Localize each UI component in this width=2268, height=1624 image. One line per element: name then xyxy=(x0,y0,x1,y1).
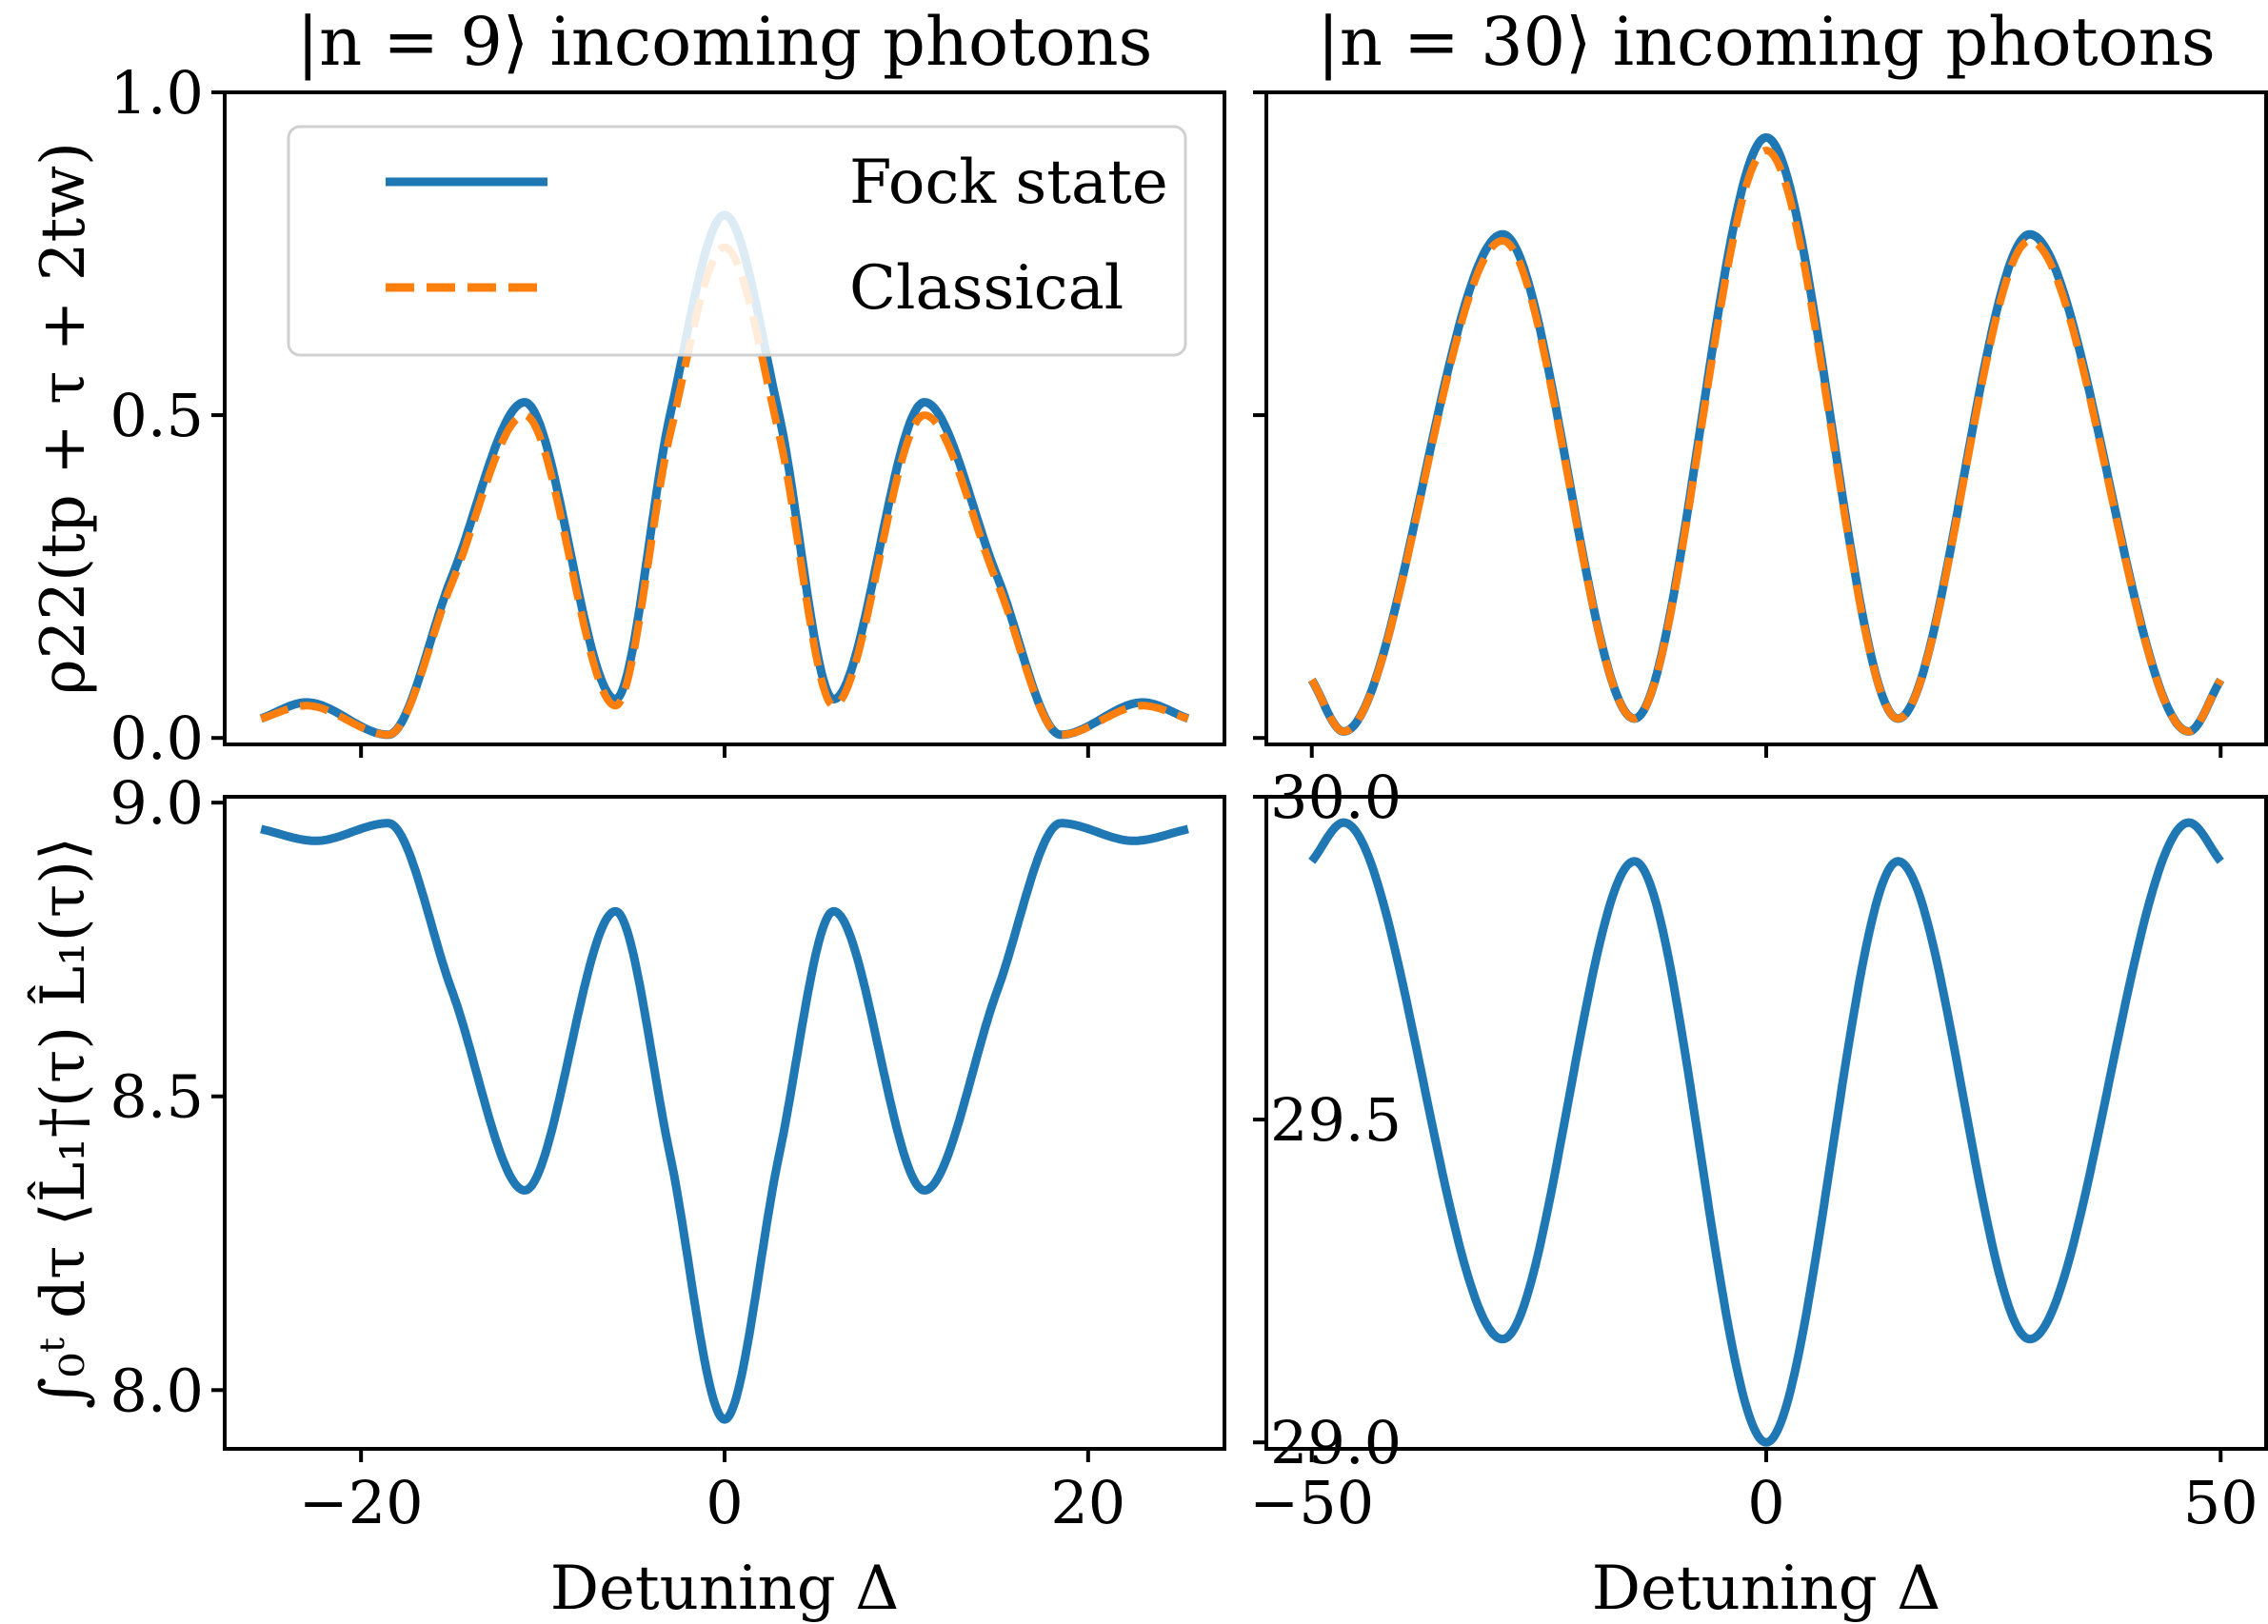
y-tick-label: 1.0 xyxy=(109,58,204,128)
panel-bottom-right: 29.0 29.5 30.0 −50 0 50 Detuning Δ xyxy=(1249,762,2268,1624)
series-line-classical xyxy=(1308,147,2224,736)
series-line-fock-state xyxy=(258,819,1191,1424)
x-axis-label: Detuning Δ xyxy=(550,1554,900,1624)
legend-entry-label: Classical xyxy=(849,253,1124,324)
axes-frame xyxy=(1264,795,2268,1451)
y-tick-label: 8.0 xyxy=(109,1356,204,1425)
x-tick-label: 20 xyxy=(1050,1468,1125,1537)
legend: Fock state Classical xyxy=(287,125,1187,357)
x-tick-label: 0 xyxy=(706,1468,743,1537)
x-tick-label: −20 xyxy=(299,1468,424,1537)
y-tick-label: 30.0 xyxy=(1270,762,1402,832)
panel-title: |n = 9⟩ incoming photons xyxy=(297,3,1153,81)
panel-top-right: |n = 30⟩ incoming photons xyxy=(1253,3,2268,758)
x-tick-label: 50 xyxy=(2183,1468,2258,1537)
y-tick-label: 29.5 xyxy=(1270,1085,1402,1155)
y-axis-label: ∫₀ᵗ dτ ⟨L̂₁†(τ) L̂₁(τ)⟩ xyxy=(28,837,99,1409)
x-tick-label: 0 xyxy=(1747,1468,1784,1537)
y-tick-label: 0.0 xyxy=(109,703,204,773)
legend-entry-label: Fock state xyxy=(849,148,1168,218)
x-tick-label: −50 xyxy=(1249,1468,1374,1537)
y-tick-label: 29.0 xyxy=(1270,1408,1402,1477)
panel-top-left: 0.0 0.5 1.0 |n = 9⟩ incoming photons ρ22(tp … xyxy=(29,3,1226,773)
series-line-fock-state xyxy=(1308,818,2224,1447)
series-line-fock-state xyxy=(1307,133,2225,736)
panel-bottom-left: 8.0 8.5 9.0 −20 0 20 Detuning Δ ∫₀ᵗ dτ ⟨L̂₁†(τ)… xyxy=(28,768,1226,1624)
y-tick-label: 0.5 xyxy=(109,381,204,450)
x-axis-label: Detuning Δ xyxy=(1592,1554,1941,1624)
panel-title: |n = 30⟩ incoming photons xyxy=(1317,3,2216,81)
y-tick-label: 9.0 xyxy=(109,768,204,838)
axes-frame xyxy=(1264,90,2268,746)
axes-frame xyxy=(223,795,1226,1451)
y-tick-label: 8.5 xyxy=(109,1062,204,1132)
y-axis-label: ρ22(tp + τ + 2tw) xyxy=(29,142,99,695)
